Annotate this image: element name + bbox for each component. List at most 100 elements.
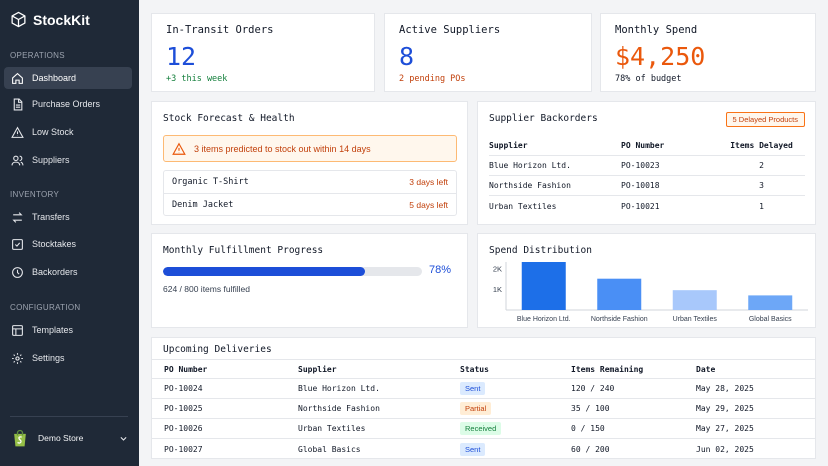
col-header: Supplier <box>298 364 337 374</box>
fulfillment-card: Monthly Fulfillment Progress 78% 624 / 8… <box>151 233 468 328</box>
table-header: Supplier PO Number Items Delayed <box>489 136 805 156</box>
stat-title: In-Transit Orders <box>166 24 274 36</box>
section-label-inventory: INVENTORY <box>10 190 60 199</box>
swap-icon <box>12 211 23 223</box>
stat-subtext: 2 pending POs <box>399 74 466 84</box>
cell-delayed: 1 <box>759 201 764 211</box>
nav-item-transfers[interactable]: Transfers <box>4 206 132 228</box>
nav-label: Low Stock <box>32 127 74 137</box>
stat-value: 8 <box>399 42 415 71</box>
spend-distribution-card: Spend Distribution 1K 2K Blue Horizon Ltd.… <box>477 233 816 328</box>
template-icon <box>12 324 23 336</box>
card-title: Stock Forecast & Health <box>163 113 295 124</box>
sidebar-divider <box>10 416 128 417</box>
stockout-alert[interactable]: 3 items predicted to stock out within 14… <box>163 135 457 162</box>
nav-label: Transfers <box>32 212 70 222</box>
users-icon <box>11 155 24 165</box>
card-title: Monthly Fulfillment Progress <box>163 245 324 256</box>
deliveries-table: PO Number Supplier Status Items Remainin… <box>152 359 815 459</box>
brand[interactable]: StockKit <box>10 11 90 28</box>
cell-supplier: Urban Textiles <box>489 201 557 211</box>
progress-caption: 624 / 800 items fulfilled <box>163 284 250 294</box>
checkbox-icon <box>12 238 23 250</box>
table-row[interactable]: PO-10025 Northside Fashion Partial 35 / … <box>152 399 815 419</box>
table-row[interactable]: Urban Textiles PO-10021 1 <box>489 196 805 216</box>
nav-item-settings[interactable]: Settings <box>4 347 132 369</box>
section-label-configuration: CONFIGURATION <box>10 303 81 312</box>
backorders-table: Supplier PO Number Items Delayed Blue Ho… <box>489 136 805 216</box>
nav-item-suppliers[interactable]: Suppliers <box>4 149 132 171</box>
table-row[interactable]: PO-10027 Global Basics Sent 60 / 200 Jun… <box>152 439 815 459</box>
cell-supplier: Global Basics <box>298 444 361 454</box>
brand-name: StockKit <box>33 11 90 28</box>
table-row[interactable]: Blue Horizon Ltd. PO-10023 2 <box>489 156 805 176</box>
progress-percent: 78% <box>429 264 452 276</box>
cell-remaining: 35 / 100 <box>571 404 610 413</box>
clock-icon <box>12 266 23 278</box>
table-row[interactable]: PO-10024 Blue Horizon Ltd. Sent 120 / 24… <box>152 379 815 399</box>
chart-title: Spend Distribution <box>489 245 592 256</box>
col-header: PO Number <box>621 141 665 150</box>
section-label-operations: OPERATIONS <box>10 51 65 60</box>
nav-label: Dashboard <box>32 73 77 83</box>
days-left: 5 days left <box>409 199 448 210</box>
cell-date: May 29, 2025 <box>696 404 754 413</box>
y-tick-label: 2K <box>493 264 502 273</box>
bar <box>521 262 566 310</box>
cell-po: PO-10024 <box>164 384 203 393</box>
delayed-products-badge[interactable]: 5 Delayed Products <box>725 112 805 127</box>
forecast-list: Organic T-Shirt 3 days left Denim Jacket… <box>163 170 457 216</box>
nav-label: Backorders <box>32 267 78 277</box>
bar <box>597 278 642 310</box>
nav-label: Purchase Orders <box>32 99 101 109</box>
col-header: Status <box>460 364 489 374</box>
deliveries-card: Upcoming Deliveries PO Number Supplier S… <box>151 337 816 459</box>
status-badge: Sent <box>460 442 486 456</box>
status-badge: Sent <box>460 382 486 395</box>
stat-subtext: 78% of budget <box>615 74 682 84</box>
col-header: Items Delayed <box>730 141 793 150</box>
store-switcher[interactable]: Demo Store <box>10 428 130 448</box>
card-title: Supplier Backorders <box>489 113 598 124</box>
nav-label: Templates <box>32 325 74 335</box>
warning-icon <box>172 142 186 155</box>
nav-item-low-stock[interactable]: Low Stock <box>4 121 132 143</box>
nav-label: Suppliers <box>32 155 70 165</box>
table-row[interactable]: Northside Fashion PO-10018 3 <box>489 176 805 196</box>
cell-date: Jun 02, 2025 <box>696 444 754 454</box>
nav-item-stocktakes[interactable]: Stocktakes <box>4 233 132 255</box>
chevron-down-icon <box>120 436 127 441</box>
stat-card-monthly-spend: Monthly Spend $4,250 78% of budget <box>600 13 816 92</box>
progress-fill <box>163 267 366 276</box>
col-header: PO Number <box>164 364 208 374</box>
y-tick-label: 1K <box>493 285 502 294</box>
cell-po: PO-10018 <box>621 181 660 190</box>
nav-label: Stocktakes <box>32 239 77 249</box>
item-name: Denim Jacket <box>172 199 234 210</box>
forecast-item[interactable]: Denim Jacket 5 days left <box>164 193 456 215</box>
x-tick-label: Blue Horizon Ltd. <box>517 316 571 323</box>
x-tick-label: Urban Textiles <box>673 316 718 323</box>
cell-delayed: 3 <box>759 181 764 190</box>
cell-delayed: 2 <box>759 161 764 170</box>
cell-po: PO-10023 <box>621 161 660 170</box>
nav-item-templates[interactable]: Templates <box>4 319 132 341</box>
nav-item-dashboard[interactable]: Dashboard <box>4 67 132 89</box>
table-row[interactable]: PO-10026 Urban Textiles Received 0 / 150… <box>152 419 815 439</box>
col-header: Supplier <box>489 141 528 150</box>
cell-po: PO-10021 <box>621 201 660 211</box>
bar <box>748 295 793 310</box>
forecast-card: Stock Forecast & Health 3 items predicte… <box>151 101 468 225</box>
stat-subtext: +3 this week <box>166 74 228 84</box>
days-left: 3 days left <box>409 177 448 187</box>
status-badge: Partial <box>460 402 492 415</box>
forecast-item[interactable]: Organic T-Shirt 3 days left <box>164 171 456 193</box>
nav-item-purchase-orders[interactable]: Purchase Orders <box>4 93 132 115</box>
cell-date: May 28, 2025 <box>696 384 754 393</box>
nav-item-backorders[interactable]: Backorders <box>4 261 132 283</box>
box-logo-icon <box>11 11 26 28</box>
bar <box>672 290 717 310</box>
cell-supplier: Blue Horizon Ltd. <box>298 384 380 393</box>
sidebar: StockKit OPERATIONS Dashboard Purchase O… <box>0 0 139 466</box>
cell-supplier: Blue Horizon Ltd. <box>489 161 571 170</box>
